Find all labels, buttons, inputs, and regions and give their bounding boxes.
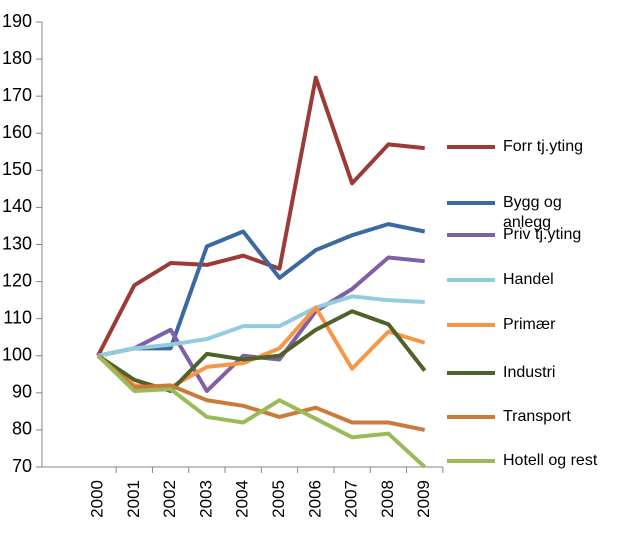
y-tick-label: 110	[3, 307, 32, 327]
x-tick-label: 2001	[124, 480, 143, 518]
legend-label: Forr tj.yting	[503, 138, 584, 155]
y-tick-label: 100	[2, 345, 32, 365]
legend-label: Handel	[503, 271, 554, 288]
x-tick-label: 2007	[342, 480, 361, 518]
y-tick-label: 170	[2, 85, 32, 105]
series-line	[97, 222, 426, 358]
legend-label: Transport	[503, 408, 571, 425]
y-tick-label: 180	[2, 48, 32, 68]
x-tick-label: 2008	[378, 480, 397, 518]
x-tick-label: 2002	[160, 480, 179, 518]
legend-label: Industri	[503, 364, 556, 381]
y-tick-label: 190	[2, 11, 32, 31]
x-tick-label: 2006	[305, 480, 324, 518]
y-tick-label: 70	[12, 456, 32, 476]
legend-label: Priv tj.yting	[503, 226, 582, 243]
legend-label: Bygg og anlegg	[503, 194, 562, 231]
y-tick-label: 140	[2, 196, 32, 216]
y-tick-label: 130	[2, 233, 32, 253]
series-line	[97, 294, 425, 358]
y-tick-label: 120	[2, 270, 32, 290]
y-tick-label: 90	[12, 382, 32, 402]
x-tick-label: 2009	[414, 480, 433, 518]
legend-label: Primær	[503, 316, 556, 333]
legend-label: Hotell og rest	[503, 452, 598, 469]
x-tick-label: 2003	[196, 480, 215, 518]
x-tick-label: 2004	[233, 480, 252, 518]
y-tick-label: 160	[2, 122, 32, 142]
x-tick-label: 2000	[87, 480, 106, 518]
series-line	[96, 354, 426, 432]
series-line	[96, 75, 425, 357]
series-line	[96, 309, 427, 393]
series-line	[96, 354, 427, 469]
y-tick-label: 80	[12, 419, 32, 439]
y-tick-label: 150	[2, 159, 32, 179]
x-tick-label: 2005	[269, 480, 288, 518]
